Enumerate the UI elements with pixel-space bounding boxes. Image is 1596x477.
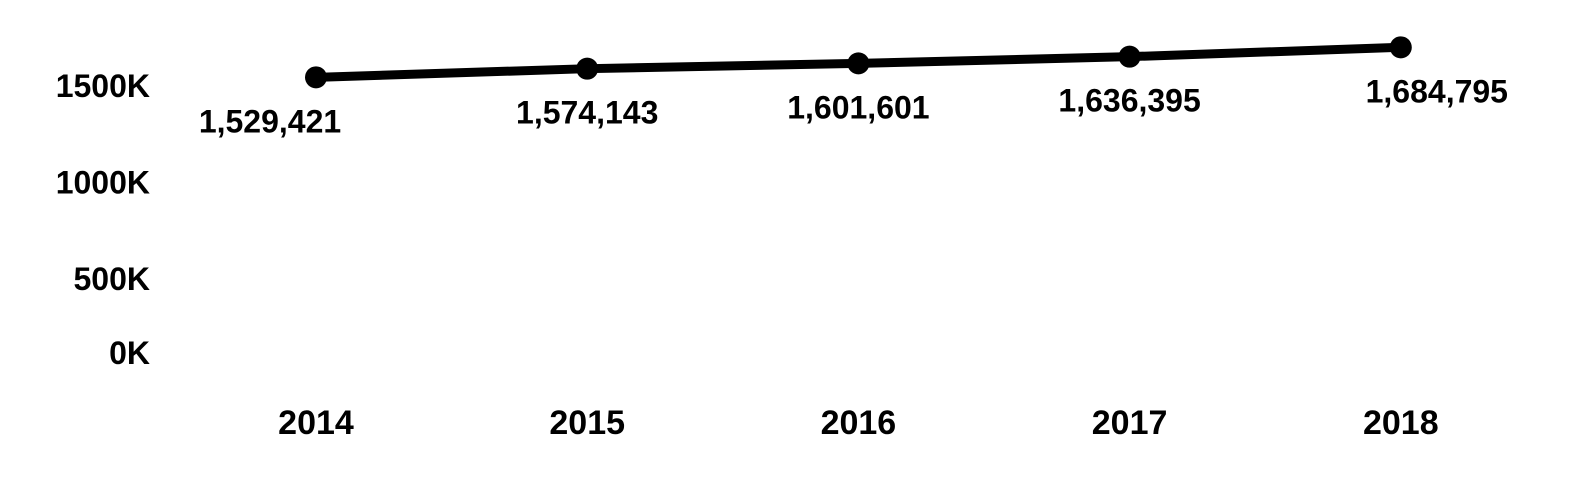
data-point	[576, 57, 599, 80]
data-point	[1389, 36, 1412, 59]
y-tick-label: 0K	[109, 335, 150, 371]
data-label: 1,601,601	[787, 89, 929, 125]
y-axis: 0K 500K 1000K 1500K	[56, 68, 150, 371]
y-tick-label: 500K	[74, 261, 151, 297]
data-point	[847, 52, 870, 75]
x-tick-label: 2016	[821, 404, 897, 442]
data-point	[305, 66, 327, 89]
data-point	[1118, 45, 1141, 68]
data-label: 1,684,795	[1366, 73, 1508, 109]
y-tick-label: 1500K	[56, 68, 150, 104]
data-label: 1,574,143	[516, 95, 658, 131]
data-labels: 1,529,421 1,574,143 1,601,601 1,636,395 1,68…	[199, 73, 1508, 139]
x-tick-label: 2017	[1092, 404, 1168, 442]
x-tick-label: 2018	[1363, 404, 1439, 442]
data-label: 1,636,395	[1058, 83, 1200, 119]
x-tick-label: 2015	[549, 404, 625, 442]
series-line-group	[305, 36, 1412, 89]
x-tick-label: 2014	[278, 404, 354, 442]
y-tick-label: 1000K	[56, 165, 150, 201]
data-label: 1,529,421	[199, 103, 341, 139]
x-axis: 2014 2015 2016 2017 2018	[278, 404, 1438, 442]
